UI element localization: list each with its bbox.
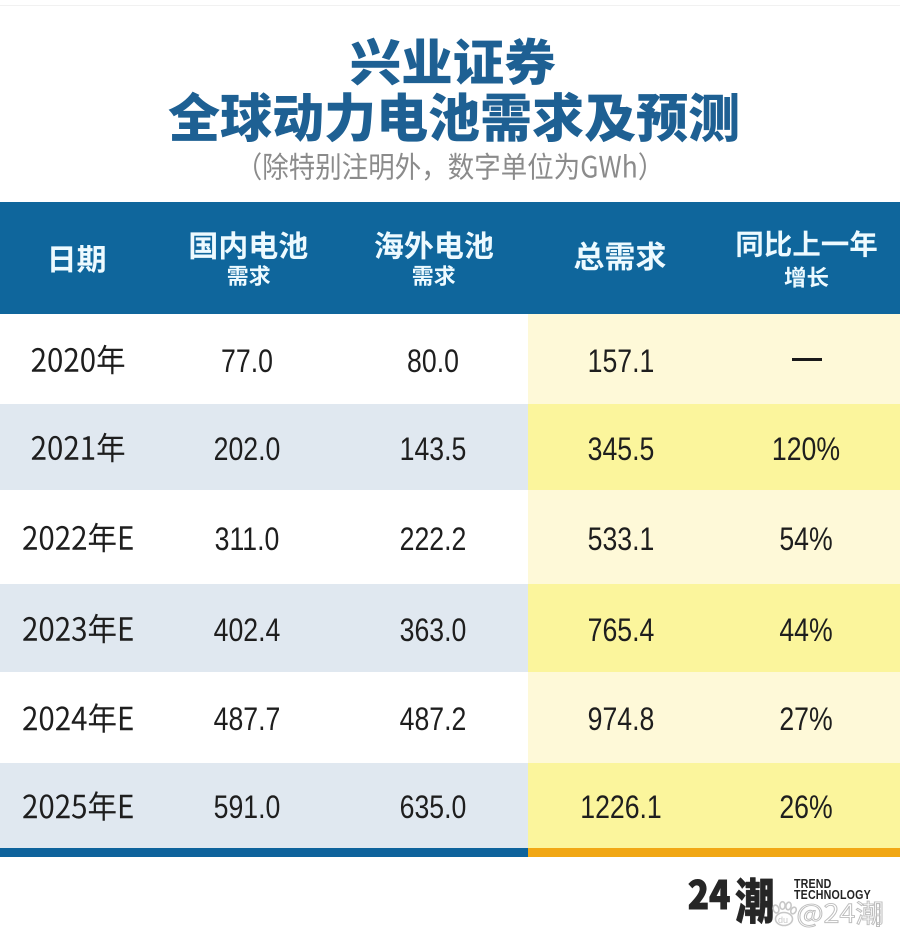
svg-text:du: du: [778, 915, 788, 925]
